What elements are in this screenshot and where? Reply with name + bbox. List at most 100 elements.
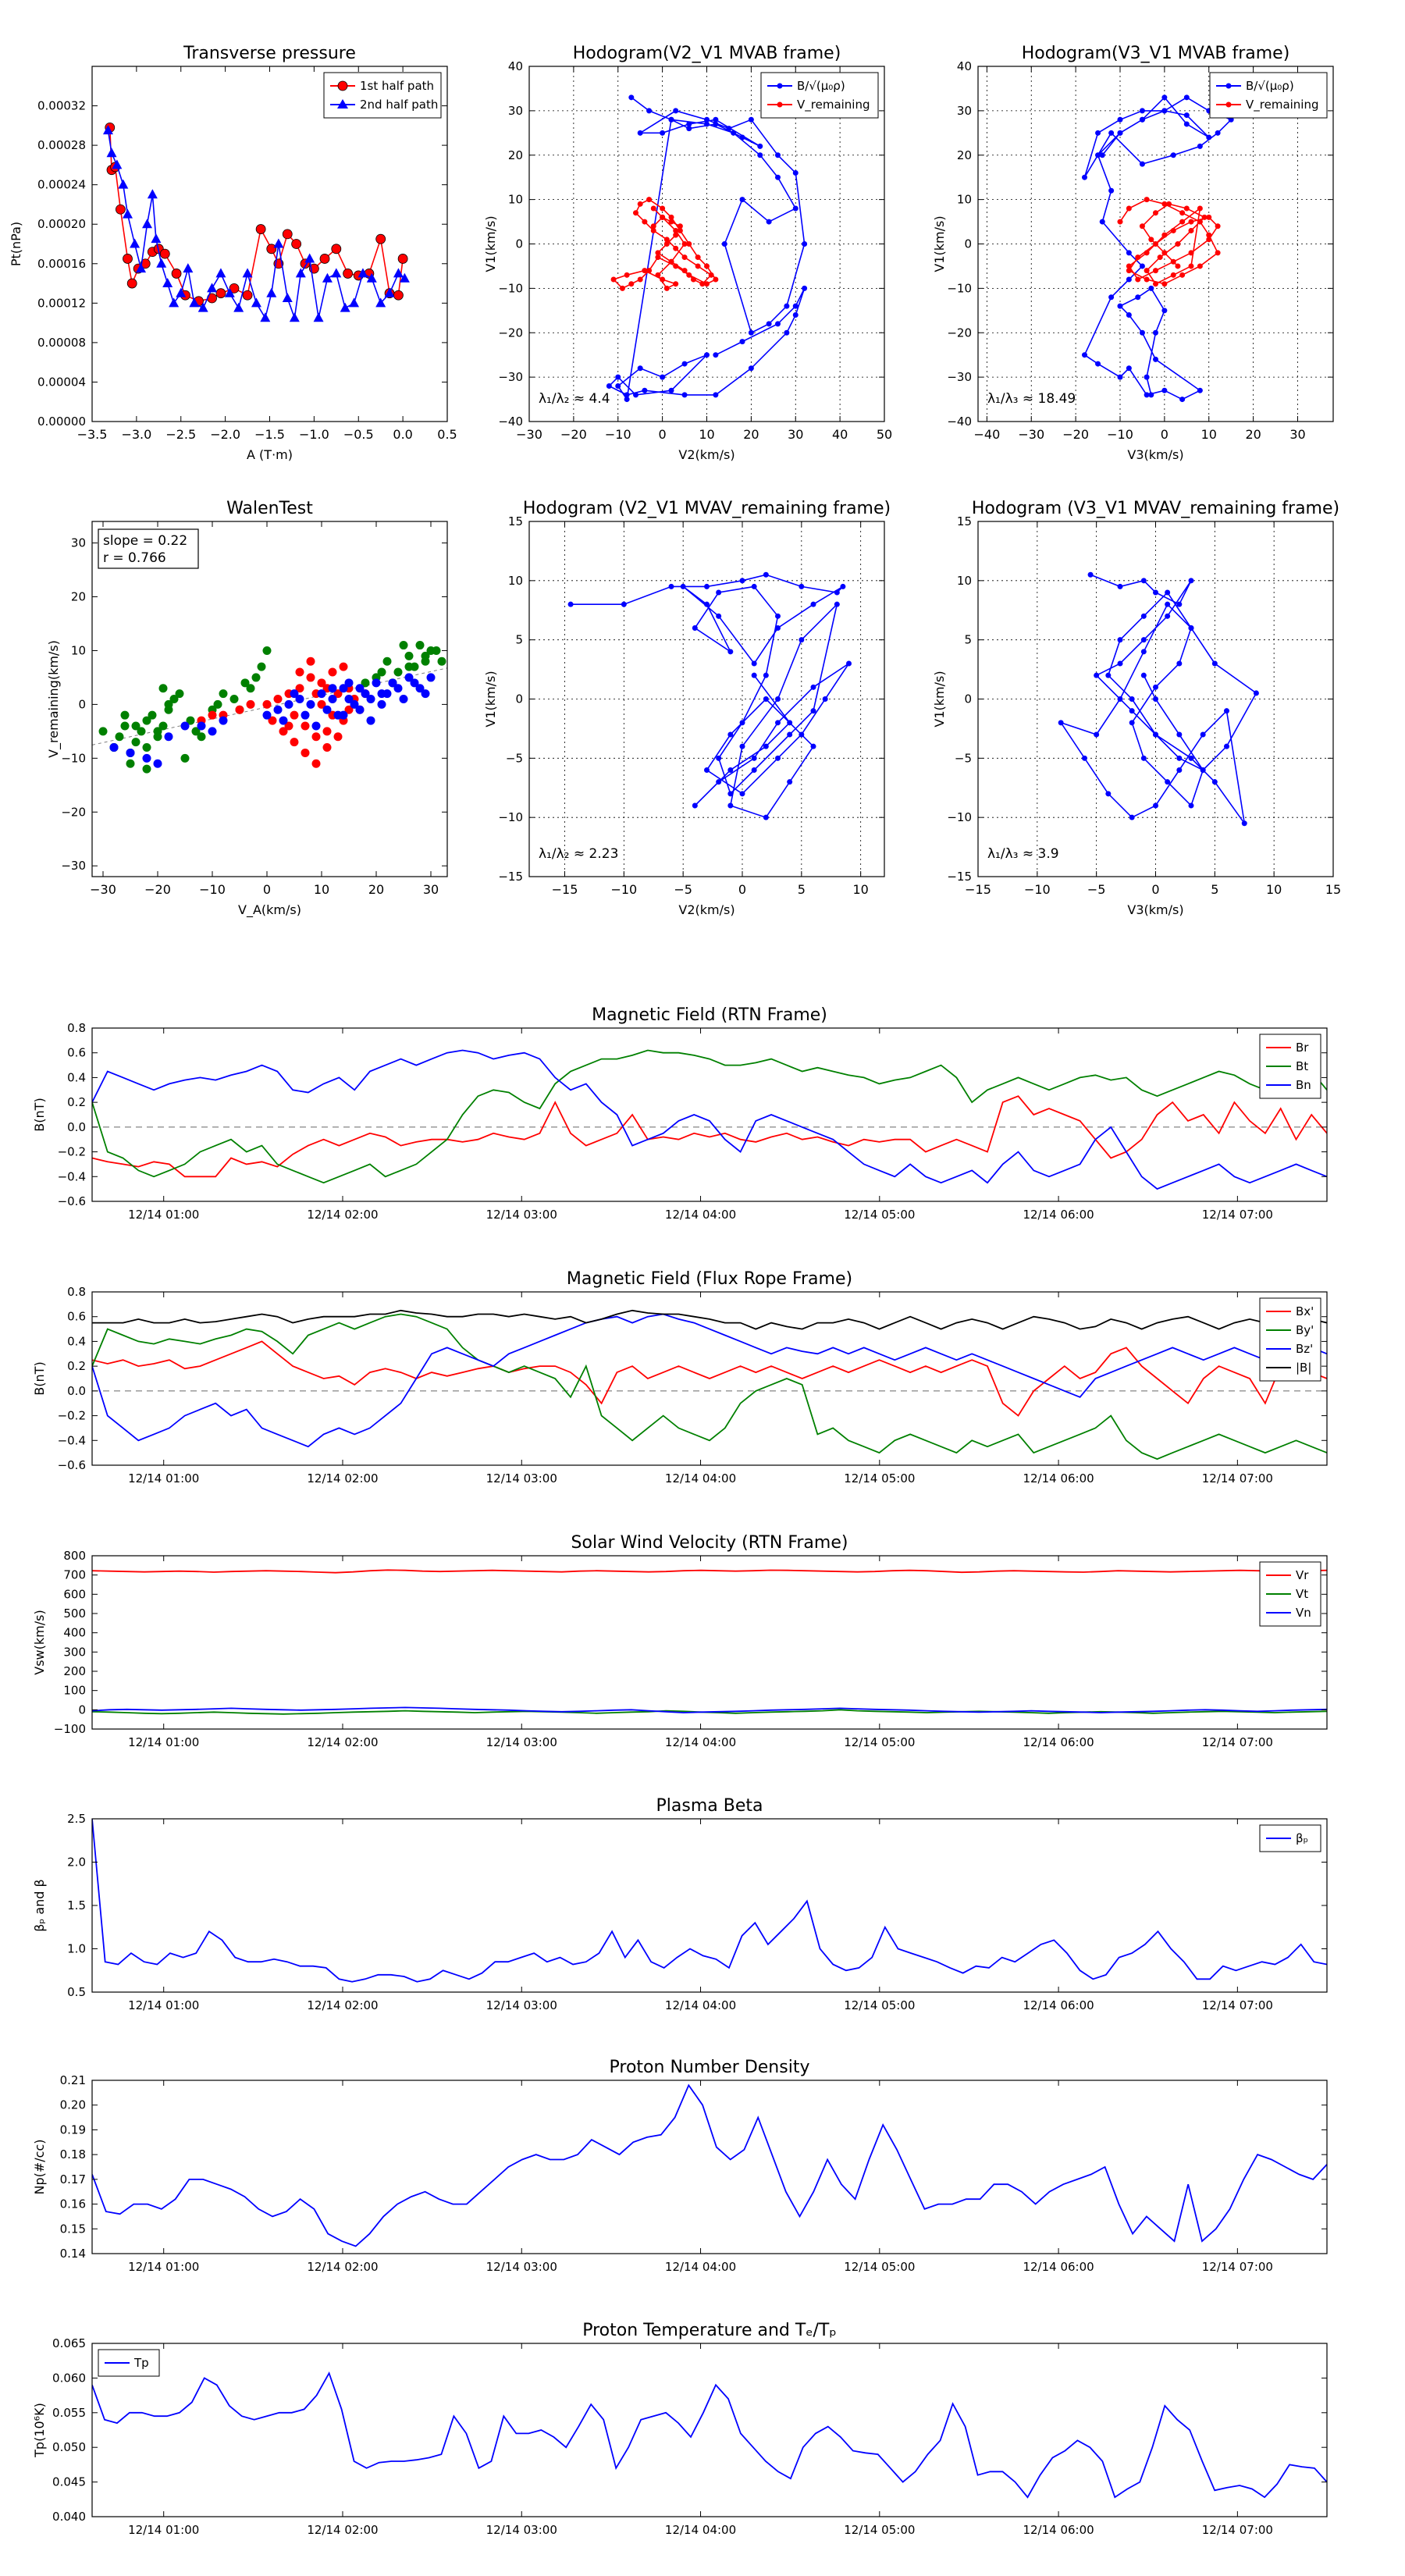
y-tick-label-7: 600 (63, 1587, 86, 1601)
point-0-24 (792, 205, 799, 212)
chart-title: Hodogram (V2_V1 MVAV_remaining frame) (523, 499, 891, 518)
point-0-45 (784, 329, 790, 336)
point-0-49 (775, 321, 781, 327)
point-1-24 (1126, 263, 1132, 269)
point-0-21 (1139, 116, 1145, 123)
point-1-5 (130, 238, 140, 248)
point-1-27 (289, 312, 300, 322)
series-line-1 (92, 1313, 1327, 1461)
point-1-33 (1157, 254, 1163, 261)
chart-title: Hodogram(V3_V1 MVAB frame) (1022, 44, 1290, 63)
legend-label-1: Vt (1296, 1587, 1308, 1601)
x-tick-label-1: −30 (1018, 427, 1044, 442)
point-0-14 (1224, 743, 1229, 749)
point-0-47 (213, 699, 222, 709)
point-2-0 (109, 743, 119, 753)
legend-label-1: V_remaining (1246, 98, 1319, 112)
x-tick-label-0: −30 (516, 427, 542, 442)
point-0-38 (615, 374, 621, 380)
y-tick-label-0: −15 (947, 870, 972, 884)
chart-bfr: 12/14 01:00 12/14 02:00 12/14 03:00 12/14 0… (32, 1269, 1328, 1485)
point-0-43 (713, 392, 719, 398)
point-1-1 (106, 148, 117, 158)
x-tick-label-0: 12/14 01:00 (128, 2260, 199, 2274)
point-0-22 (1117, 130, 1123, 136)
y-tick-label-0: −100 (54, 1722, 86, 1736)
point-0-5 (763, 571, 769, 578)
x-tick-label-5: 10 (852, 882, 868, 897)
point-1-5 (262, 699, 272, 709)
point-0-5 (126, 278, 137, 289)
point-0-16 (792, 170, 799, 176)
point-1-29 (1188, 263, 1194, 269)
point-1-13 (681, 254, 688, 261)
y-tick-label-8: 40 (508, 59, 523, 73)
y-tick-label-5: 0.00020 (37, 217, 86, 231)
y-tick-label-0: −0.6 (58, 1194, 86, 1208)
point-0-27 (731, 130, 737, 136)
point-0-14 (180, 753, 190, 763)
y-tick-label-6: 20 (508, 148, 523, 162)
x-tick-label-8: 0.5 (437, 427, 457, 442)
chart-title: Solar Wind Velocity (RTN Frame) (571, 1533, 848, 1553)
point-0-8 (1197, 143, 1203, 149)
point-0-25 (775, 174, 781, 180)
point-1-43 (668, 258, 674, 265)
legend: B/√(μ₀ρ) V_remaining (760, 72, 879, 119)
y-tick-label-6: 30 (71, 536, 86, 550)
point-1-34 (268, 716, 277, 725)
point-1-21 (242, 268, 253, 278)
x-tick-label-6: 30 (423, 882, 439, 897)
x-tick-label-3: 12/14 04:00 (665, 2523, 736, 2537)
series-line-1 (1119, 198, 1219, 285)
chart-h21: −30 −20 −10 0 10 20 30 40 50−40−30−20−1001020304… (483, 44, 892, 462)
y-tick-label-0: −30 (61, 859, 86, 873)
point-0-15 (126, 759, 135, 768)
y-tick-label-3: −10 (498, 281, 523, 295)
point-2-15 (328, 695, 337, 703)
y-tick-label-1: 0.00004 (37, 375, 86, 389)
y-tick-label-3: 0 (78, 697, 86, 711)
point-1-12 (695, 263, 701, 269)
point-0-35 (763, 696, 769, 702)
point-0-34 (681, 361, 688, 367)
x-tick-label-5: 12/14 06:00 (1023, 1471, 1094, 1485)
point-1-17 (642, 219, 648, 225)
legend-label-2: Bz' (1296, 1342, 1313, 1356)
point-0-40 (1176, 660, 1183, 667)
y-tick-label-4: 0 (964, 237, 972, 251)
axes-frame (91, 1555, 1328, 1730)
point-2-8 (219, 716, 228, 725)
point-2-38 (421, 689, 430, 699)
point-0-10 (775, 625, 781, 631)
point-0-10 (159, 248, 170, 259)
x-tick-label-1: −10 (610, 882, 637, 897)
x-tick-label-0: −15 (965, 882, 991, 897)
y-tick-label-7: 0.8 (67, 1285, 86, 1299)
x-tick-label-3: 12/14 04:00 (665, 1471, 736, 1485)
point-0-44 (1161, 308, 1168, 314)
y-tick-label-5: 0.065 (52, 2336, 86, 2350)
point-1-1 (1126, 205, 1132, 212)
legend-label-3: |B| (1296, 1361, 1311, 1375)
point-2-13 (306, 699, 315, 709)
point-1-16 (197, 302, 208, 312)
x-tick-label-0: −15 (552, 882, 578, 897)
axes-frame (91, 66, 448, 422)
x-tick-label-6: 12/14 07:00 (1202, 1735, 1273, 1749)
point-1-10 (301, 721, 310, 731)
point-2-44 (339, 710, 348, 720)
point-0-23 (1095, 152, 1101, 158)
point-1-20 (1188, 250, 1194, 256)
point-0-17 (153, 727, 162, 736)
point-0-24 (1108, 187, 1115, 194)
point-1-8 (1197, 263, 1203, 269)
point-0-21 (282, 229, 293, 240)
point-1-47 (650, 223, 656, 229)
point-0-10 (158, 721, 168, 731)
y-tick-label-3: 0.00012 (37, 296, 86, 310)
x-tick-label-6: 12/14 07:00 (1202, 1998, 1273, 2012)
chart-title: Magnetic Field (Flux Rope Frame) (567, 1269, 852, 1289)
y-tick-label-2: 0.16 (60, 2197, 86, 2211)
point-1-7 (142, 219, 153, 229)
